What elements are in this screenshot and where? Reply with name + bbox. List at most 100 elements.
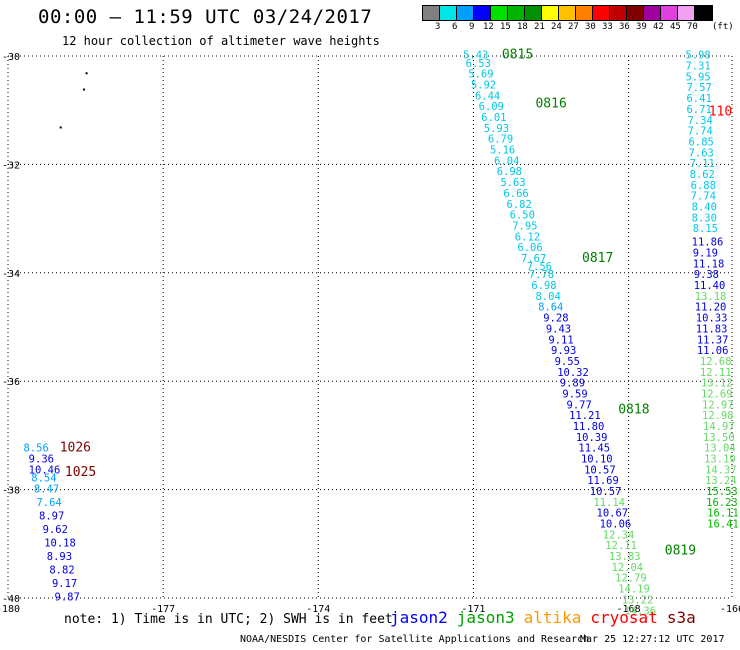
wave-height-value: 9.87 — [55, 592, 80, 604]
time-label: 0816 — [535, 96, 566, 111]
wave-height-value: 9.38 — [694, 269, 719, 281]
time-label: 0815 — [502, 48, 533, 63]
legend-entry: cryosat — [590, 608, 658, 627]
wave-height-value: 6.98 — [497, 166, 522, 178]
wave-height-value: 9.19 — [693, 248, 718, 260]
colorbar-swatch — [593, 6, 610, 20]
wave-height-value: 9.36 — [29, 454, 54, 466]
colorbar-swatch — [457, 6, 474, 20]
wave-height-value: 7.64 — [36, 497, 61, 509]
colorbar-label: 15 — [500, 22, 511, 32]
wave-height-value: 11.14 — [593, 497, 625, 509]
wave-height-value: 6.71 — [686, 104, 711, 116]
wave-height-value: 16.11 — [707, 508, 739, 520]
time-label: 1026 — [60, 441, 91, 456]
colorbar-swatch — [491, 6, 508, 20]
credit-date: Mar 25 12:27:12 UTC 2017 — [580, 634, 725, 645]
wave-height-value: 9.43 — [546, 323, 571, 335]
y-tick-label: -32 — [2, 160, 20, 171]
wave-height-value: 8.47 — [34, 483, 59, 495]
wave-height-value: 5.95 — [685, 71, 710, 83]
x-tick-label: -166 — [720, 604, 740, 615]
time-labels: 0815 0816 0817 0818 0819 1026 1025 110 — [60, 48, 732, 559]
colorbar-label: 24 — [551, 22, 562, 32]
wave-height-value: 7.74 — [691, 191, 716, 203]
legend-entry: jason3 — [456, 608, 515, 627]
colorbar-swatch — [576, 6, 593, 20]
wave-height-value: 14.37 — [705, 464, 737, 476]
wave-height-value: 5.69 — [468, 69, 493, 81]
wave-height-value: 5.92 — [471, 80, 496, 92]
wave-height-value: 10.06 — [600, 519, 632, 531]
credit-line: NOAA/NESDIS Center for Satellite Applica… — [240, 634, 590, 645]
y-tick-label: -34 — [2, 269, 20, 280]
time-label: 1025 — [65, 465, 96, 480]
wave-height-value: 14.19 — [618, 584, 650, 596]
colorbar-swatch — [423, 6, 440, 20]
wave-height-value: 6.06 — [517, 242, 542, 254]
wave-height-value: 9.77 — [567, 399, 592, 411]
x-tick-label: -168 — [617, 604, 641, 615]
wave-height-value: 6.09 — [479, 101, 504, 113]
colorbar-swatch — [508, 6, 525, 20]
wave-height-value: 12.34 — [603, 529, 635, 541]
wave-height-value: 6.44 — [475, 90, 500, 102]
wave-height-value: 11.80 — [573, 421, 605, 433]
wave-height-value: 7.11 — [690, 158, 715, 170]
wave-height-value: 16.23 — [706, 497, 738, 509]
x-tick-label: -174 — [306, 604, 330, 615]
wave-height-value: 5.63 — [500, 177, 525, 189]
y-tick-label: -40 — [2, 594, 20, 605]
time-label: 0817 — [582, 251, 613, 266]
wave-height-value: 11.40 — [694, 280, 726, 292]
wave-height-value: 13.19 — [704, 454, 736, 466]
wave-height-value: 14.97 — [703, 421, 735, 433]
legend-entry: altika — [523, 608, 582, 627]
wave-height-value: 9.93 — [551, 345, 576, 357]
wave-height-value: 6.85 — [689, 136, 714, 148]
axis-ticks: -180 -177 -174 -171 -168 -166 -30 -32 -34 -36 -38 -… — [0, 52, 740, 615]
colorbar-label: 39 — [636, 22, 647, 32]
wave-height-value: 14.36 — [624, 605, 656, 617]
wave-height-value: 12.97 — [702, 399, 734, 411]
wave-height-value: 6.41 — [686, 93, 711, 105]
wave-height-value: 10.32 — [557, 367, 589, 379]
wave-height-value: 11.18 — [693, 258, 725, 270]
wave-height-value: 10.18 — [44, 538, 76, 550]
colorbar-swatch — [610, 6, 627, 20]
data-dot — [85, 72, 88, 75]
legend-entry: s3a — [666, 608, 696, 627]
chart-title: 00:00 – 11:59 UTC 03/24/2017 — [38, 6, 373, 28]
grid-lines — [7, 55, 733, 599]
wave-height-value: 12.04 — [612, 562, 644, 574]
colorbar-label: 27 — [568, 22, 579, 32]
wave-height-value: 10.67 — [597, 508, 629, 520]
colorbar-label: 12 — [483, 22, 494, 32]
wave-height-value: 8.82 — [49, 565, 74, 577]
wave-height-value: 13.12 — [701, 378, 733, 390]
wave-height-value: 10.57 — [590, 486, 622, 498]
wave-height-value: 12.98 — [702, 410, 734, 422]
wave-height-value: 8.56 — [24, 443, 49, 455]
data-labels: 5.436.535.695.926.446.096.015.936.795.16… — [24, 50, 739, 618]
y-tick-label: -36 — [2, 377, 20, 388]
wave-height-value: 5.98 — [685, 50, 710, 62]
wave-height-value: 9.89 — [560, 378, 585, 390]
colorbar-label: 33 — [602, 22, 613, 32]
wave-height-value: 13.83 — [609, 551, 641, 563]
wave-height-value: 11.06 — [697, 345, 729, 357]
wave-height-value: 15.53 — [706, 486, 738, 498]
wave-height-value: 8.93 — [47, 551, 72, 563]
wave-height-value: 8.54 — [31, 472, 56, 484]
colorbar-swatch — [559, 6, 576, 20]
colorbar-swatch — [644, 6, 661, 20]
colorbar-label: 45 — [670, 22, 681, 32]
wave-height-value: 11.45 — [578, 443, 610, 455]
wave-height-value: 8.97 — [39, 510, 64, 522]
wave-height-value: 13.18 — [695, 291, 727, 303]
time-label: 110 — [709, 105, 732, 120]
colorbar-swatch — [440, 6, 457, 20]
wave-height-value: 8.15 — [693, 223, 718, 235]
wave-height-value: 13.22 — [622, 594, 654, 606]
